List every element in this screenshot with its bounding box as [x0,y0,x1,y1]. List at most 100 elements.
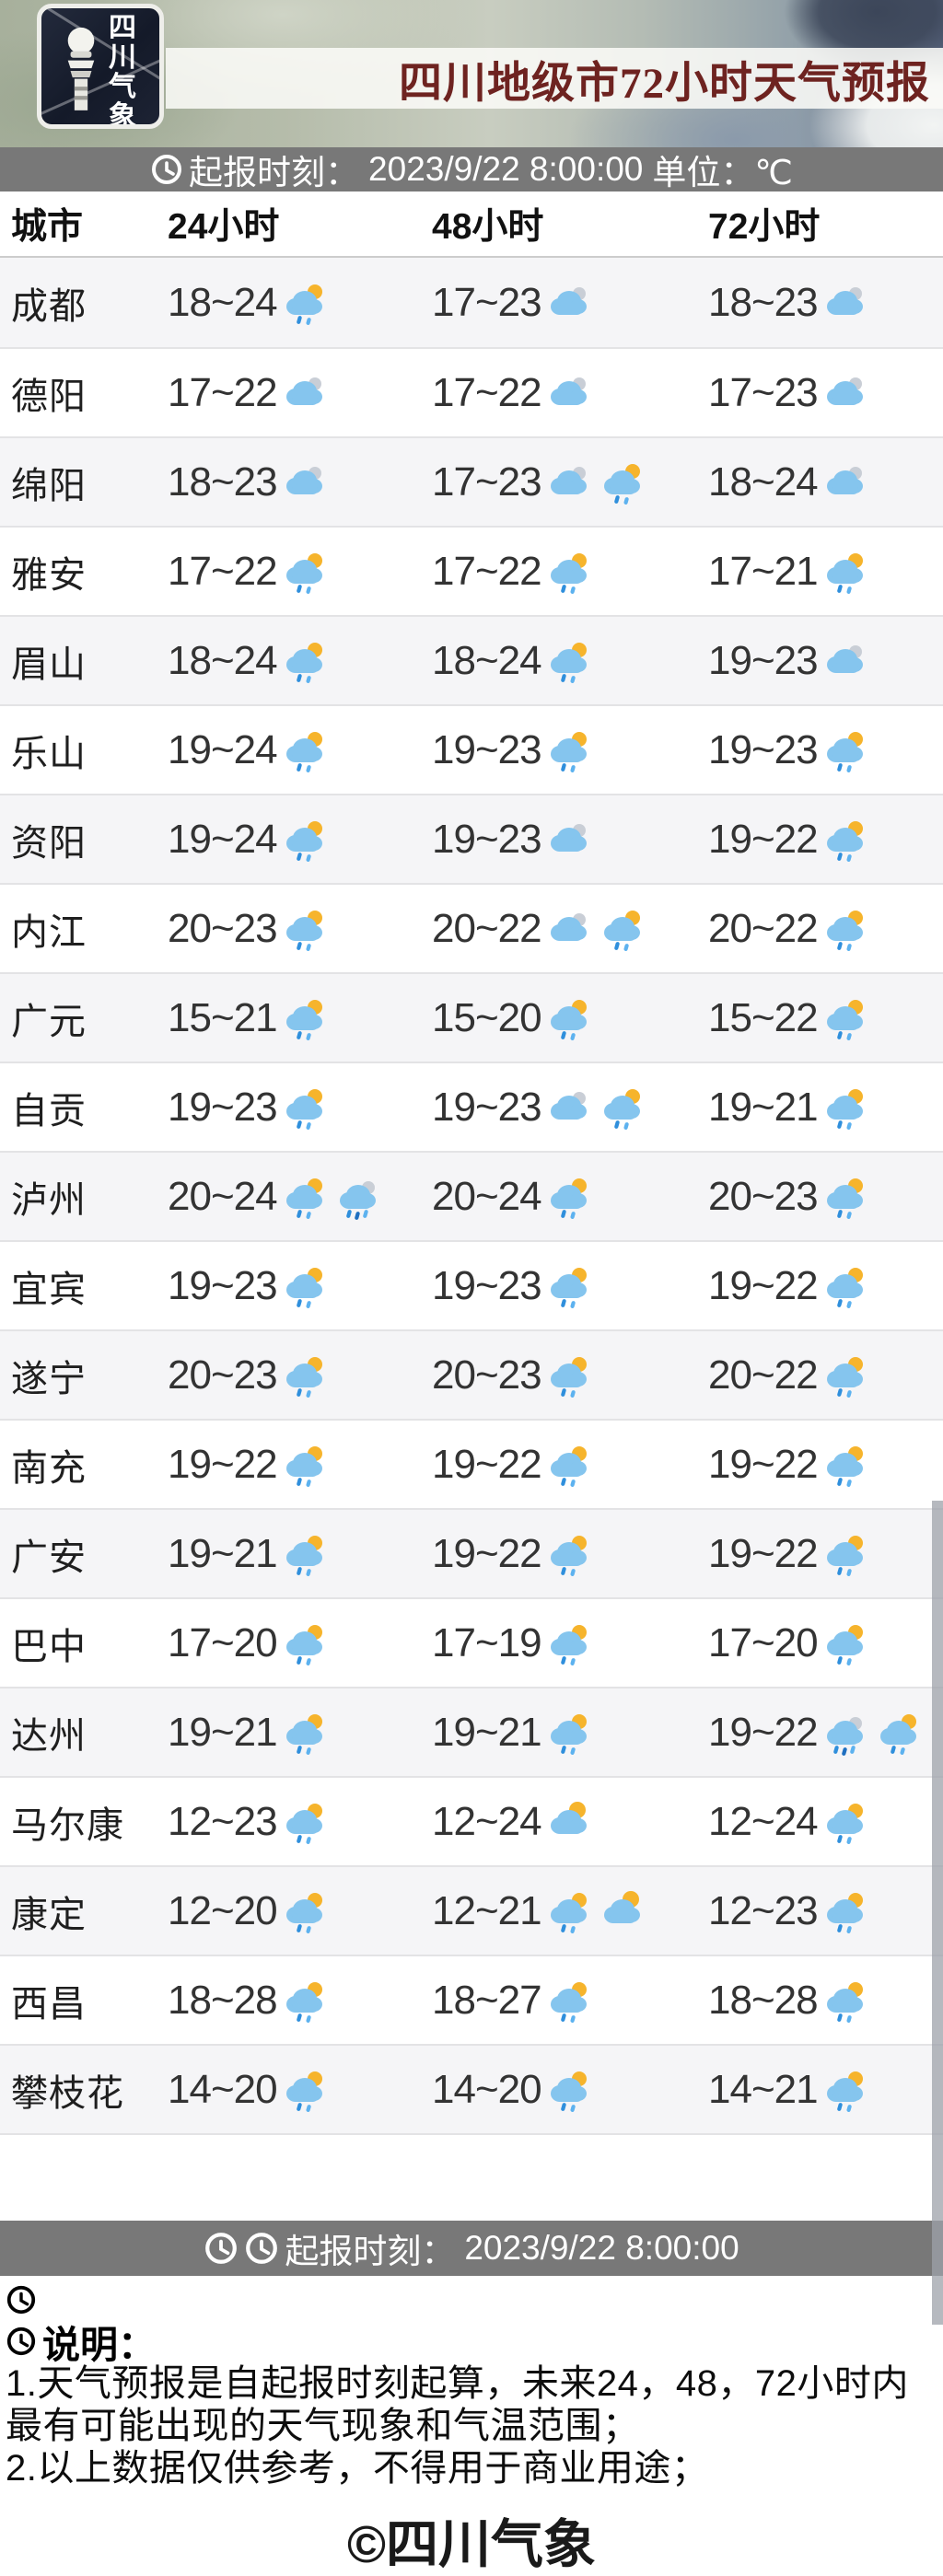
temp-range: 19~22 [708,816,819,862]
shower-icon [280,637,326,685]
temp-range: 12~23 [168,1798,278,1844]
forecast-cell-h48: 17~22 [432,548,708,596]
table-body: 成都 18~24 17~23 18~23 德阳 17~22 [0,258,943,2135]
temp-range: 19~23 [432,1084,542,1130]
shower-icon [544,1709,590,1757]
city-name: 资阳 [11,822,87,864]
table-row: 西昌 18~28 18~27 18~28 [0,1955,943,2044]
temp-range: 19~23 [432,816,542,862]
temp-range: 17~23 [432,279,542,325]
title-band: 四川地级市72小时天气预报 [166,48,943,109]
temp-range: 19~23 [432,1262,542,1308]
unit-label: 单位：℃ [652,154,793,191]
shower-icon [280,1262,326,1310]
forecast-cell-h72: 19~22 [708,1530,943,1578]
shower-icon [280,994,326,1042]
table-row: 巴中 17~20 17~19 17~20 [0,1597,943,1687]
cloudy-icon [280,458,326,506]
shower-icon [280,279,326,327]
temp-range: 19~21 [168,1709,278,1755]
rain-icon [333,1173,379,1221]
temp-range: 18~23 [168,458,278,505]
temp-range: 18~24 [708,458,819,505]
shower-icon [544,1173,590,1221]
forecast-cell-h24: 12~23 [168,1798,432,1846]
shower-icon [821,1798,867,1846]
temp-range: 18~27 [432,1977,542,2023]
notes-title-line: 说明： [6,2320,937,2366]
forecast-cell-h24: 19~22 [168,1441,432,1489]
city-name: 德阳 [11,376,87,417]
table-row: 绵阳 18~23 17~23 18~24 [0,436,943,526]
footer-time-label: 起报时刻： [285,2233,456,2270]
temp-range: 17~23 [708,369,819,415]
temp-range: 18~28 [168,1977,278,2023]
table-row: 广元 15~21 15~20 15~22 [0,972,943,1062]
shower-icon [821,1084,867,1131]
temp-range: 17~22 [432,369,542,415]
forecast-cell-h48: 14~20 [432,2066,708,2114]
forecast-cell-h48: 18~24 [432,637,708,685]
forecast-cell-h48: 17~23 [432,458,708,506]
clock-line [6,2281,937,2318]
forecast-cell-h72: 17~21 [708,548,943,596]
sun-cloud-icon [544,1798,590,1846]
forecast-cell-h72: 19~22 [708,1709,943,1757]
temp-range: 19~22 [708,1262,819,1308]
forecast-cell-h72: 18~23 [708,279,943,327]
scrollbar-thumb[interactable] [932,1501,943,2325]
temp-range: 15~21 [168,994,278,1040]
temp-range: 17~22 [168,548,278,594]
init-time-label: 起报时刻： [189,154,360,191]
table-row: 德阳 17~22 17~22 17~23 [0,347,943,436]
city-name: 宜宾 [11,1269,87,1310]
temp-range: 19~22 [432,1530,542,1576]
forecast-cell-h72: 19~22 [708,1262,943,1310]
logo-text-line2: 气象 [109,72,138,129]
shower-icon [821,1441,867,1489]
table-row: 广安 19~21 19~22 19~22 [0,1508,943,1597]
city-name: 自贡 [11,1090,87,1131]
shower-icon [544,548,590,596]
shower-icon [598,458,644,506]
temp-range: 17~22 [168,369,278,415]
temp-range: 19~24 [168,816,278,862]
table-row: 马尔康 12~23 12~24 12~24 [0,1776,943,1865]
temp-range: 17~19 [432,1619,542,1665]
city-name: 广元 [11,1001,87,1042]
clock-icon [6,2326,37,2357]
city-name: 广安 [11,1537,87,1578]
shower-icon [280,2066,326,2114]
forecast-cell-h72: 19~22 [708,1441,943,1489]
temp-range: 18~28 [708,1977,819,2023]
notes-title: 说明： [42,2324,156,2366]
forecast-cell-h48: 20~24 [432,1173,708,1221]
table-row: 攀枝花 14~20 14~20 14~21 [0,2044,943,2133]
forecast-cell-h24: 18~28 [168,1977,432,2025]
satellite-banner: 四川地级市72小时天气预报 四川 气象 [0,0,943,147]
shower-icon [280,1619,326,1667]
city-name: 内江 [11,911,87,953]
forecast-cell-h48: 19~23 [432,1262,708,1310]
shower-icon [821,1262,867,1310]
shower-icon [821,994,867,1042]
cloudy-icon [821,637,867,685]
shower-icon [821,1173,867,1221]
city-name: 康定 [11,1894,87,1935]
temp-range: 19~23 [432,726,542,772]
shower-icon [598,1084,644,1131]
table-row: 自贡 19~23 19~23 19~21 [0,1062,943,1151]
sun-cloud-icon [598,1887,644,1935]
city-name: 雅安 [11,554,87,596]
init-time-value: 2023/9/22 8:00:00 [368,150,644,188]
table-header-row: 城市 24小时 48小时 72小时 [0,191,943,258]
temp-range: 12~24 [432,1798,542,1844]
forecast-cell-h48: 19~23 [432,816,708,864]
shower-icon [874,1709,920,1757]
city-name: 绵阳 [11,465,87,506]
temp-range: 14~20 [432,2066,542,2112]
temp-range: 18~23 [708,279,819,325]
temp-range: 18~24 [168,279,278,325]
cloudy-icon [821,279,867,327]
city-name: 南充 [11,1447,87,1489]
